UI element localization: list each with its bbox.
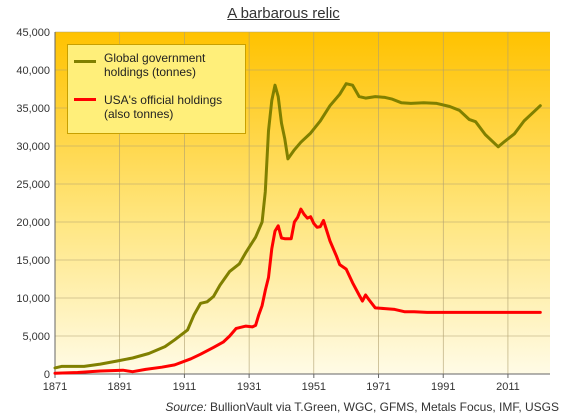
x-tick-label: 2011 (496, 381, 520, 393)
y-tick-label: 25,000 (16, 179, 50, 191)
y-tick-label: 0 (44, 369, 50, 381)
y-tick-label: 15,000 (16, 255, 50, 267)
legend-swatch-usa (74, 98, 96, 101)
chart-title: A barbarous relic (227, 5, 340, 22)
x-tick-label: 1871 (43, 381, 67, 393)
y-tick-label: 40,000 (16, 65, 50, 77)
y-tick-label: 10,000 (16, 293, 50, 305)
x-tick-label: 1931 (237, 381, 261, 393)
y-tick-label: 5,000 (22, 331, 50, 343)
y-tick-label: 45,000 (16, 27, 50, 39)
legend-label-global-line2: holdings (tonnes) (104, 65, 197, 79)
x-tick-label: 1951 (302, 381, 326, 393)
legend-label-global-line1: Global government (104, 51, 206, 65)
y-tick-label: 20,000 (16, 217, 50, 229)
x-tick-label: 1891 (107, 381, 131, 393)
x-tick-label: 1991 (431, 381, 455, 393)
y-tick-label: 35,000 (16, 103, 50, 115)
source-note: Source: BullionVault via T.Green, WGC, G… (165, 400, 559, 414)
legend-label-usa-line2: (also tonnes) (104, 107, 174, 121)
x-tick-label: 1911 (173, 381, 197, 393)
x-tick-label: 1971 (366, 381, 390, 393)
legend-label-usa-line1: USA's official holdings (104, 93, 223, 107)
source-prefix: Source: (165, 400, 207, 414)
source-text: BullionVault via T.Green, WGC, GFMS, Met… (206, 400, 559, 414)
legend-swatch-global (74, 60, 96, 63)
y-tick-label: 30,000 (16, 141, 50, 153)
series-line-global-holdings (53, 82, 542, 370)
series-line-usa-holdings (53, 207, 542, 375)
chart-legend: Global government holdings (tonnes) USA'… (67, 44, 246, 134)
